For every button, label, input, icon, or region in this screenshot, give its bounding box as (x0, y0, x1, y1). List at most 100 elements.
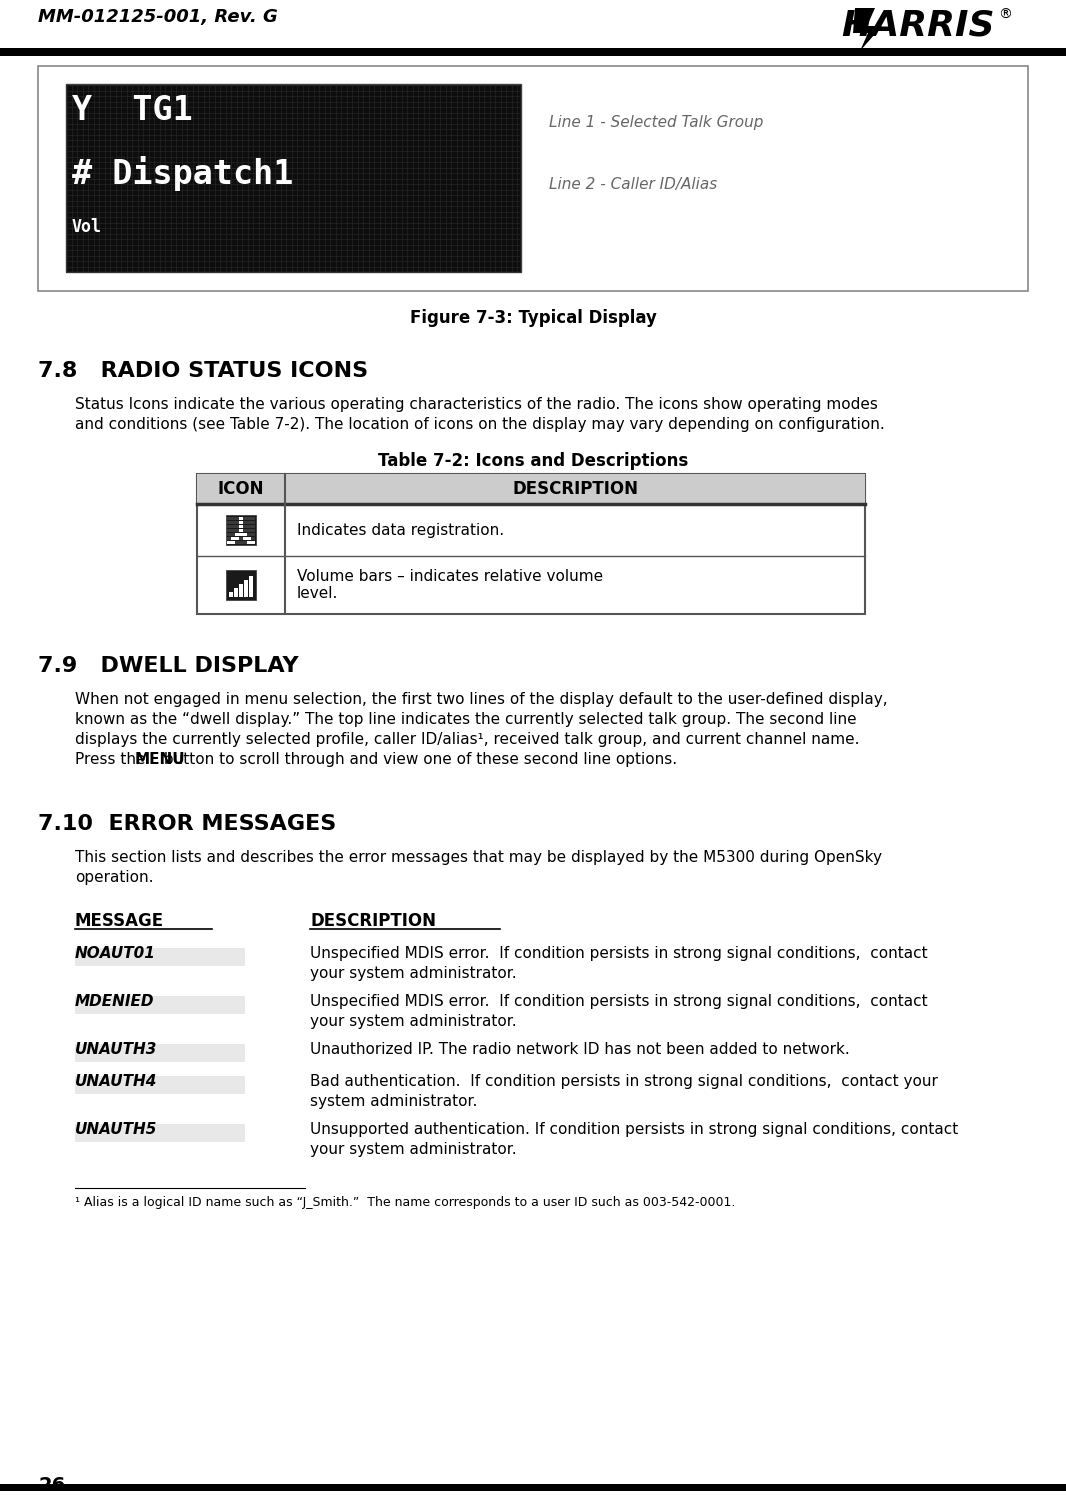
Bar (247, 529, 251, 532)
Bar (75, 947, 245, 966)
Bar (247, 536, 251, 539)
Bar (239, 524, 242, 527)
Bar (226, 515, 256, 545)
Bar (235, 541, 239, 544)
Text: MM-012125-001, Rev. G: MM-012125-001, Rev. G (38, 8, 278, 26)
Bar (243, 529, 246, 532)
Text: Table 7-2: Icons and Descriptions: Table 7-2: Icons and Descriptions (377, 452, 689, 470)
Text: Unsupported authentication. If condition persists in strong signal conditions, c: Unsupported authentication. If condition… (310, 1123, 958, 1136)
Text: DESCRIPTION: DESCRIPTION (310, 913, 436, 929)
Text: Vol: Vol (72, 218, 102, 236)
Bar (243, 536, 246, 539)
Bar (75, 996, 245, 1014)
Text: Unspecified MDIS error.  If condition persists in strong signal conditions,  con: Unspecified MDIS error. If condition per… (310, 994, 927, 1009)
Text: Line 2 - Caller ID/Alias: Line 2 - Caller ID/Alias (549, 177, 717, 192)
Text: When not engaged in menu selection, the first two lines of the display default t: When not engaged in menu selection, the … (75, 692, 888, 707)
Bar (247, 520, 251, 524)
Text: known as the “dwell display.” The top line indicates the currently selected talk: known as the “dwell display.” The top li… (75, 712, 857, 727)
Bar (197, 474, 865, 613)
Bar (251, 532, 255, 536)
Bar (251, 524, 255, 527)
Text: and conditions (see Table 7-2). The location of icons on the display may vary de: and conditions (see Table 7-2). The loca… (75, 417, 885, 432)
Bar (75, 1076, 245, 1094)
Bar (231, 532, 235, 536)
Text: Bad authentication.  If condition persists in strong signal conditions,  contact: Bad authentication. If condition persist… (310, 1074, 938, 1089)
Text: Volume bars – indicates relative volume
level.: Volume bars – indicates relative volume … (297, 568, 603, 601)
Bar (231, 541, 235, 544)
Bar (251, 536, 255, 539)
Bar (227, 529, 230, 532)
Text: 7.8   RADIO STATUS ICONS: 7.8 RADIO STATUS ICONS (38, 361, 368, 381)
Bar (239, 583, 243, 597)
Text: MDENIED: MDENIED (75, 994, 155, 1009)
Bar (235, 536, 239, 539)
Bar (38, 66, 1028, 292)
Bar (247, 532, 251, 536)
Bar (243, 520, 246, 524)
Bar (235, 524, 239, 527)
Text: UNAUTH5: UNAUTH5 (75, 1123, 158, 1136)
Bar (75, 1124, 245, 1142)
Text: 7.10  ERROR MESSAGES: 7.10 ERROR MESSAGES (38, 814, 336, 834)
Bar (244, 580, 247, 597)
Bar (75, 1044, 245, 1062)
Bar (243, 541, 246, 544)
Bar (227, 524, 230, 527)
Bar (243, 524, 246, 527)
Bar (249, 576, 253, 597)
Text: MENU: MENU (134, 752, 185, 768)
Bar (235, 517, 239, 520)
Bar (239, 532, 242, 536)
Bar (251, 541, 255, 544)
Text: 7.9   DWELL DISPLAY: 7.9 DWELL DISPLAY (38, 656, 298, 675)
Text: This section lists and describes the error messages that may be displayed by the: This section lists and describes the err… (75, 851, 882, 864)
Bar (231, 517, 235, 520)
Bar (243, 532, 246, 536)
Bar (227, 520, 230, 524)
Bar (0, 1484, 1066, 1491)
Text: displays the currently selected profile, caller ID/alias¹, received talk group, : displays the currently selected profile,… (75, 731, 859, 746)
Text: Unauthorized IP. The radio network ID has not been added to network.: Unauthorized IP. The radio network ID ha… (310, 1043, 850, 1058)
Bar (227, 532, 230, 536)
Bar (227, 536, 230, 539)
Bar (239, 529, 242, 532)
Text: Unspecified MDIS error.  If condition persists in strong signal conditions,  con: Unspecified MDIS error. If condition per… (310, 946, 927, 961)
Bar (243, 517, 246, 520)
Text: MESSAGE: MESSAGE (75, 913, 164, 929)
Bar (0, 48, 1066, 56)
Bar (247, 517, 251, 520)
Bar (247, 541, 251, 544)
Text: ICON: ICON (217, 480, 264, 499)
Text: Y  TG1: Y TG1 (72, 94, 193, 127)
Bar (251, 529, 255, 532)
Text: Press the: Press the (75, 752, 150, 768)
Text: Indicates data registration.: Indicates data registration. (297, 523, 504, 538)
Bar (239, 520, 242, 524)
Text: system administrator.: system administrator. (310, 1094, 478, 1109)
Text: UNAUTH3: UNAUTH3 (75, 1043, 158, 1058)
Bar (226, 570, 256, 600)
Text: DESCRIPTION: DESCRIPTION (512, 480, 637, 499)
Text: UNAUTH4: UNAUTH4 (75, 1074, 158, 1089)
Text: Status Icons indicate the various operating characteristics of the radio. The ic: Status Icons indicate the various operat… (75, 397, 878, 413)
Text: Figure 7-3: Typical Display: Figure 7-3: Typical Display (409, 310, 657, 326)
Bar (239, 517, 242, 520)
Bar (227, 541, 230, 544)
Bar (197, 474, 865, 505)
Bar (239, 541, 242, 544)
Text: NOAUT01: NOAUT01 (75, 946, 156, 961)
Bar (239, 536, 242, 539)
Bar (229, 592, 232, 597)
Text: # Dispatch1: # Dispatch1 (72, 156, 293, 190)
Polygon shape (853, 8, 882, 51)
Bar (231, 524, 235, 527)
Bar (251, 517, 255, 520)
Bar (231, 529, 235, 532)
Bar (247, 524, 251, 527)
Bar (251, 520, 255, 524)
Bar (66, 85, 521, 272)
Bar (235, 529, 239, 532)
Text: your system administrator.: your system administrator. (310, 1014, 517, 1029)
Text: operation.: operation. (75, 870, 154, 885)
Text: Line 1 - Selected Talk Group: Line 1 - Selected Talk Group (549, 115, 763, 130)
